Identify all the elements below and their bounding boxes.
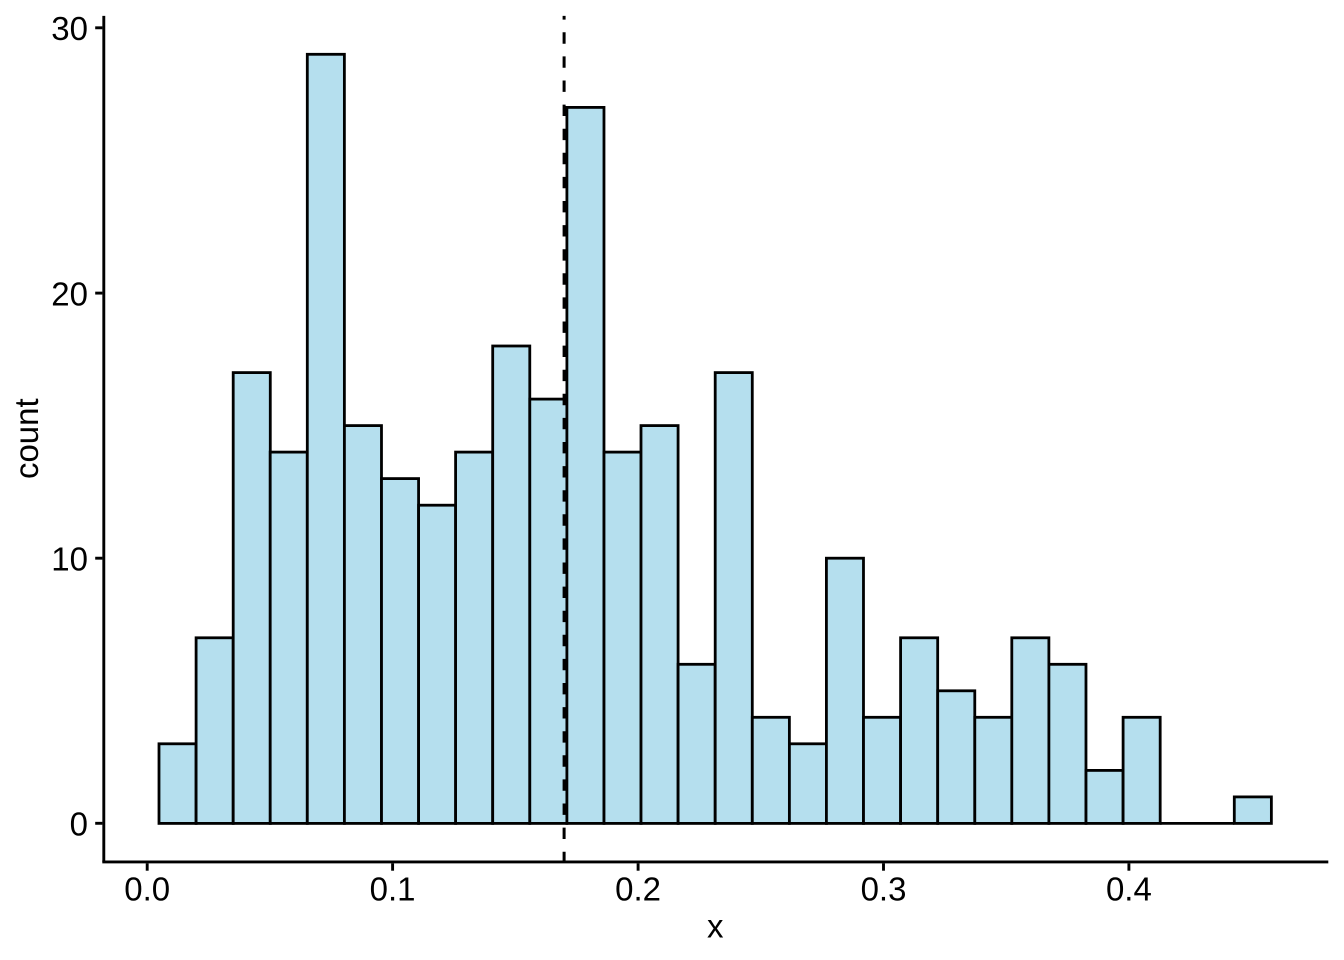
- svg-text:20: 20: [51, 276, 88, 313]
- svg-text:30: 30: [51, 10, 88, 47]
- svg-text:10: 10: [51, 541, 88, 578]
- svg-text:0: 0: [70, 806, 88, 843]
- svg-text:count: count: [8, 398, 45, 479]
- svg-text:0.3: 0.3: [861, 870, 907, 907]
- svg-text:0.0: 0.0: [124, 870, 170, 907]
- svg-text:0.1: 0.1: [370, 870, 416, 907]
- svg-text:0.2: 0.2: [615, 870, 661, 907]
- svg-text:x: x: [707, 908, 724, 945]
- svg-text:0.4: 0.4: [1106, 870, 1152, 907]
